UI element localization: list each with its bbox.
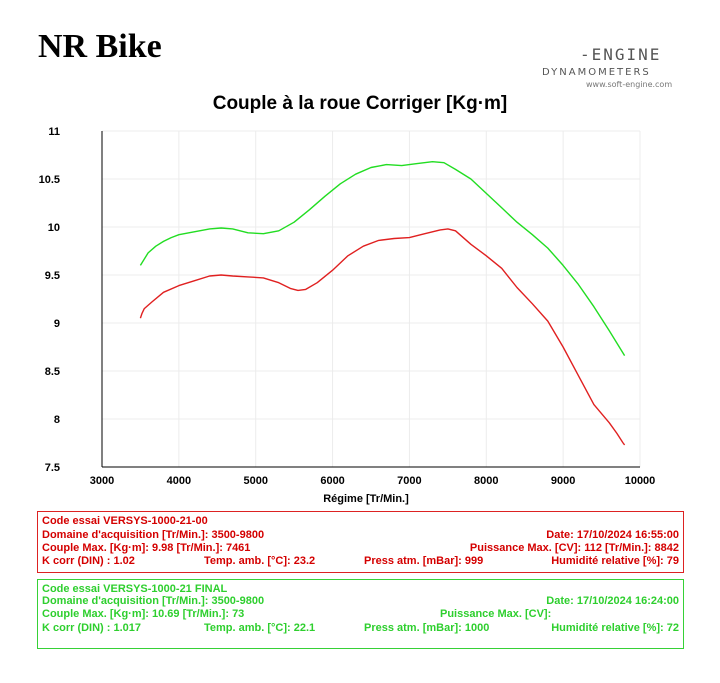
red-press: Press atm. [mBar]: 999 bbox=[364, 555, 484, 567]
green-series-line bbox=[139, 160, 626, 356]
y-tick-label: 8 bbox=[54, 414, 60, 426]
x-tick-label: 8000 bbox=[474, 475, 498, 487]
y-tick-label: 10.5 bbox=[39, 174, 60, 186]
x-tick-label: 4000 bbox=[167, 475, 191, 487]
x-axis-label: Régime [Tr/Min.] bbox=[323, 493, 409, 505]
red-humidity: Humidité relative [%]: 79 bbox=[551, 555, 679, 567]
green-domain: Domaine d'acquisition [Tr/Min.]: 3500-98… bbox=[42, 595, 265, 607]
green-kcorr: K corr (DIN) : 1.017 bbox=[42, 622, 142, 634]
green-couple-max: Couple Max. [Kg·m]: 10.69 [Tr/Min.]: 73 bbox=[42, 608, 245, 620]
green-humidity: Humidité relative [%]: 72 bbox=[551, 622, 679, 634]
brand-logo: -ENGINE DYNAMOMETERS www.soft-engine.com bbox=[540, 45, 700, 93]
green-run-info-panel: Code essai VERSYS-1000-21 FINAL Domaine … bbox=[37, 579, 684, 649]
green-date: Date: 17/10/2024 16:24:00 bbox=[546, 595, 679, 607]
green-temp: Temp. amb. [°C]: 22.1 bbox=[204, 622, 316, 634]
red-date: Date: 17/10/2024 16:55:00 bbox=[546, 529, 679, 541]
chart-title: Couple à la roue Corriger [Kg·m] bbox=[212, 93, 508, 114]
axes bbox=[101, 131, 640, 468]
red-code: Code essai VERSYS-1000-21-00 bbox=[42, 515, 208, 527]
x-tick-label: 7000 bbox=[397, 475, 421, 487]
red-kcorr: K corr (DIN) : 1.02 bbox=[42, 555, 135, 567]
x-tick-label: 6000 bbox=[320, 475, 344, 487]
logo-wordmark: -ENGINE bbox=[580, 45, 662, 64]
red-domain: Domaine d'acquisition [Tr/Min.]: 3500-98… bbox=[42, 529, 265, 541]
y-tick-label: 9.5 bbox=[45, 270, 60, 282]
y-tick-label: 9 bbox=[54, 318, 60, 330]
red-temp: Temp. amb. [°C]: 23.2 bbox=[204, 555, 316, 567]
grid bbox=[101, 130, 641, 468]
red-puissance-max: Puissance Max. [CV]: 112 [Tr/Min.]: 8842 bbox=[469, 542, 679, 554]
y-tick-label: 7.5 bbox=[45, 462, 60, 474]
y-tick-label: 8.5 bbox=[45, 366, 60, 378]
red-series-line bbox=[139, 228, 626, 446]
series bbox=[139, 160, 626, 446]
green-press: Press atm. [mBar]: 1000 bbox=[364, 622, 490, 634]
x-tick-label: 3000 bbox=[90, 475, 114, 487]
page-title: NR Bike bbox=[38, 28, 162, 65]
x-tick-label: 9000 bbox=[551, 475, 575, 487]
tick-labels: 3000 4000 5000 6000 7000 8000 9000 10000 7.5 8 8.5… bbox=[39, 126, 656, 487]
x-tick-label: 5000 bbox=[243, 475, 267, 487]
logo-url: www.soft-engine.com bbox=[586, 80, 673, 89]
green-puissance-max: Puissance Max. [CV]: bbox=[440, 608, 552, 620]
torque-chart: 3000 4000 5000 6000 7000 8000 9000 10000 7.5 8 8.5… bbox=[39, 126, 656, 505]
y-tick-label: 11 bbox=[48, 126, 60, 138]
red-couple-max: Couple Max. [Kg·m]: 9.98 [Tr/Min.]: 7461 bbox=[42, 542, 251, 554]
green-code: Code essai VERSYS-1000-21 FINAL bbox=[42, 583, 228, 595]
logo-subtitle: DYNAMOMETERS bbox=[542, 67, 651, 78]
x-tick-label: 10000 bbox=[625, 475, 656, 487]
y-tick-label: 10 bbox=[48, 222, 60, 234]
red-run-info-panel: Code essai VERSYS-1000-21-00 Domaine d'a… bbox=[37, 511, 684, 573]
